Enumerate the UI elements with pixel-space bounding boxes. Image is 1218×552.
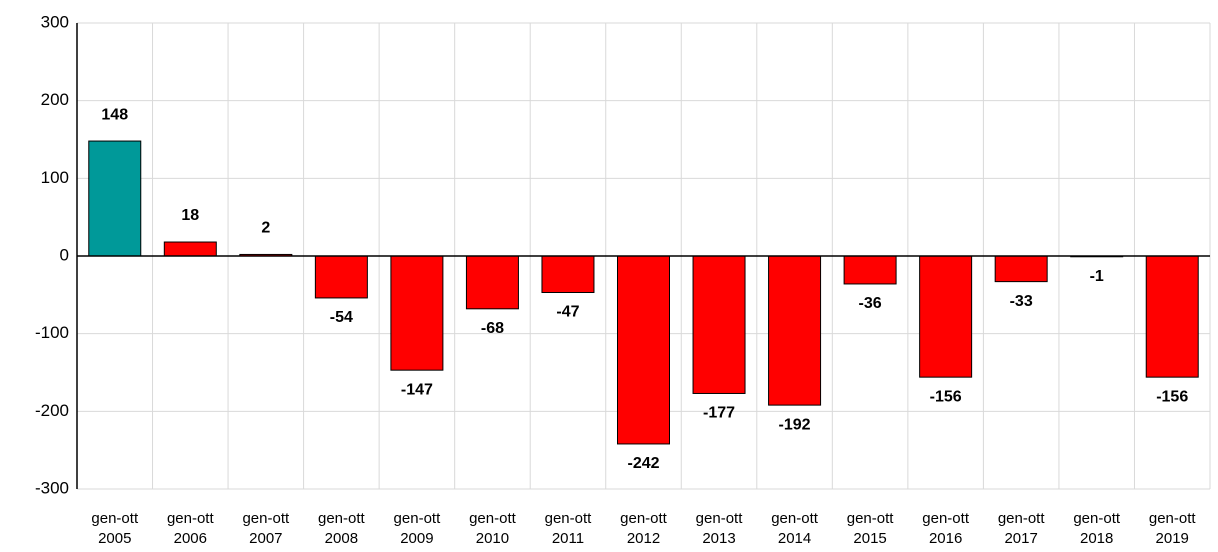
x-tick-label: gen-ott 2010 (469, 510, 517, 547)
bar (1145, 255, 1199, 378)
x-tick-label: gen-ott 2011 (545, 510, 593, 547)
x-tick-line: 2011 (552, 530, 584, 547)
x-tick-line: 2014 (778, 530, 811, 547)
x-tick-label: gen-ott 2005 (91, 510, 139, 547)
bar (843, 255, 897, 285)
data-label: -47 (556, 304, 579, 321)
x-tick-line: gen-ott (1149, 510, 1197, 527)
x-tick-label: gen-ott 2012 (620, 510, 668, 547)
y-tick-label: -300 (35, 478, 69, 497)
data-label: -192 (779, 416, 811, 433)
bar (465, 255, 519, 310)
x-tick-label: gen-ott 2017 (998, 510, 1046, 547)
x-tick-label: gen-ott 2009 (394, 510, 442, 547)
x-tick-line: gen-ott (696, 510, 744, 527)
x-tick-line: gen-ott (620, 510, 668, 527)
x-tick-line: 2016 (929, 530, 962, 547)
x-tick-line: gen-ott (847, 510, 895, 527)
data-label: -156 (1156, 388, 1188, 405)
x-tick-line: gen-ott (545, 510, 593, 527)
x-tick-line: gen-ott (318, 510, 366, 527)
x-tick-line: gen-ott (91, 510, 139, 527)
x-tick-line: gen-ott (242, 510, 290, 527)
data-label: 18 (181, 207, 199, 224)
bar (994, 255, 1048, 283)
bar (692, 255, 746, 394)
data-label: -68 (481, 320, 504, 337)
x-tick-label: gen-ott 2018 (1073, 510, 1121, 547)
x-tick-line: gen-ott (469, 510, 517, 527)
data-label: -147 (401, 381, 433, 398)
bar (541, 255, 595, 294)
data-label: -54 (330, 309, 353, 326)
x-tick-line: 2019 (1156, 530, 1189, 547)
x-tick-line: gen-ott (1073, 510, 1121, 527)
data-label: 2 (261, 220, 270, 237)
bar (390, 255, 444, 371)
x-tick-line: 2017 (1004, 530, 1037, 547)
x-tick-line: 2012 (627, 530, 660, 547)
y-tick-label: -100 (35, 323, 69, 342)
bar (617, 255, 670, 445)
x-tick-line: 2006 (174, 530, 207, 547)
y-tick-label: 300 (41, 12, 69, 31)
x-tick-label: gen-ott 2013 (696, 510, 744, 547)
x-tick-line: gen-ott (167, 510, 215, 527)
x-tick-line: 2010 (476, 530, 509, 547)
data-label: -156 (930, 388, 962, 405)
x-tick-line: 2007 (249, 530, 282, 547)
x-tick-line: 2015 (853, 530, 886, 547)
x-tick-label: gen-ott 2014 (771, 510, 819, 547)
data-label: -1 (1090, 268, 1104, 285)
y-tick-label: 100 (41, 168, 69, 187)
x-tick-label: gen-ott 2007 (242, 510, 290, 547)
x-tick-line: gen-ott (998, 510, 1046, 527)
x-tick-line: gen-ott (922, 510, 970, 527)
x-tick-line: gen-ott (771, 510, 819, 527)
y-tick-label: 0 (60, 245, 69, 264)
data-label: -242 (627, 455, 659, 472)
y-tick-label: 200 (41, 90, 69, 109)
x-tick-label: gen-ott 2006 (167, 510, 215, 547)
data-label: 148 (101, 106, 128, 123)
data-label: -177 (703, 405, 735, 422)
x-tick-line: 2008 (325, 530, 358, 547)
bar (314, 255, 368, 299)
x-tick-label: gen-ott 2016 (922, 510, 970, 547)
bar (163, 241, 217, 257)
y-tick-label: -200 (35, 401, 69, 420)
data-label: -33 (1010, 293, 1033, 310)
x-tick-label: gen-ott 2008 (318, 510, 366, 547)
x-tick-label: gen-ott 2015 (847, 510, 895, 547)
x-tick-line: 2013 (702, 530, 735, 547)
x-tick-label: gen-ott 2019 (1149, 510, 1197, 547)
bar (768, 255, 822, 406)
x-tick-line: 2005 (98, 530, 131, 547)
data-label: -36 (859, 295, 882, 312)
x-tick-line: 2018 (1080, 530, 1113, 547)
bar (88, 140, 142, 257)
bar (919, 255, 973, 378)
x-tick-line: gen-ott (394, 510, 442, 527)
x-tick-line: 2009 (400, 530, 433, 547)
